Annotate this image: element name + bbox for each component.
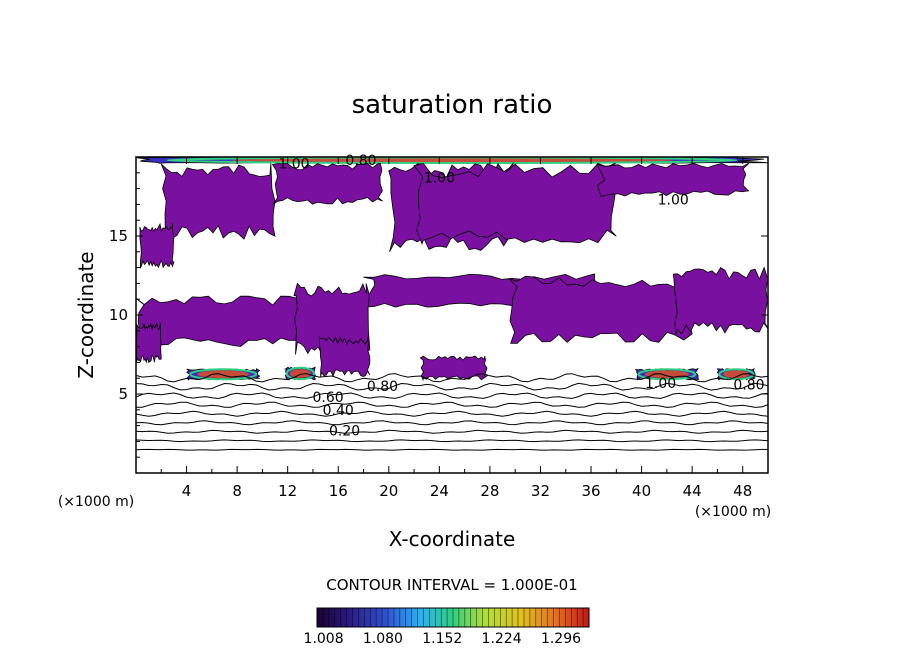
x-tick-label-6: 28	[480, 482, 499, 500]
supersaturated-region-15	[318, 336, 371, 378]
contour-label-6: 1.00	[278, 156, 309, 172]
supersaturated-region-7	[596, 162, 750, 197]
plot-area: 0.20 0.400.60 0.80 0.80 1.00 1.00 0.80 1.00 1.00	[135, 153, 769, 474]
contour-label-0: 0.20	[329, 423, 360, 439]
supersaturated-region-10	[508, 275, 693, 344]
region-core-14	[289, 369, 311, 378]
y-axis-ticks: 5 10 15	[109, 172, 768, 458]
y-axis-label: Z-coordinate	[74, 251, 98, 378]
contour-label-4: 0.80	[733, 378, 764, 394]
region-rim-17	[637, 368, 697, 381]
contour-interval-label: CONTOUR INTERVAL = 1.000E-01	[326, 576, 577, 594]
contour-line-7	[136, 382, 768, 391]
colorbar-tick-label-3: 1.224	[482, 631, 522, 647]
x-axis-ticks: 4 8 12 16 20 24 28 32 36 40 44 48	[160, 157, 752, 500]
contour-line-6	[136, 392, 768, 400]
y-tick-label-2: 15	[109, 227, 128, 245]
contour-label-5: 1.00	[645, 376, 676, 392]
contour-line-8	[136, 373, 768, 383]
supersaturated-regions	[136, 157, 768, 382]
contour-line-3	[136, 420, 768, 426]
x-tick-label-9: 40	[632, 482, 651, 500]
contour-label-2: 0.60	[313, 390, 344, 406]
contour-label-8: 1.00	[424, 171, 455, 187]
x-tick-label-1: 8	[232, 482, 242, 500]
colorbar-dividers	[322, 608, 584, 627]
contour-lines	[136, 373, 768, 451]
x-axis-label: X-coordinate	[389, 527, 516, 551]
colorbar-tick-labels: 1.008 1.080 1.152 1.224 1.296	[304, 631, 582, 647]
supersaturated-region-1	[160, 163, 276, 241]
supersaturated-region-12	[136, 322, 162, 364]
contour-label-3: 0.80	[367, 379, 398, 395]
region-core-13	[197, 370, 249, 379]
x-tick-label-5: 24	[430, 482, 449, 500]
region-core-0	[230, 158, 674, 163]
contour-labels: 0.20 0.400.60 0.80 0.80 1.00 1.00 0.80 1.00 1.00	[278, 153, 764, 439]
colorbar-tick-label-1: 1.080	[363, 631, 403, 647]
region-rim-13	[189, 368, 258, 381]
supersaturated-region-11	[672, 266, 768, 335]
region-rim-18	[718, 368, 755, 381]
supersaturated-region-6	[413, 162, 617, 246]
colorbar-tick-label-4: 1.296	[541, 631, 581, 647]
region-core-18	[723, 370, 750, 379]
supersaturated-region-9	[293, 282, 371, 355]
x-tick-label-3: 16	[329, 482, 348, 500]
x-tick-label-10: 44	[683, 482, 702, 500]
x-unit-left: (×1000 m)	[58, 494, 134, 510]
x-tick-label-8: 36	[581, 482, 600, 500]
supersaturated-region-3	[139, 222, 175, 269]
x-tick-label-11: 48	[733, 482, 752, 500]
x-tick-label-4: 20	[379, 482, 398, 500]
y-tick-label-1: 10	[109, 306, 128, 324]
supersaturated-region-2	[271, 162, 383, 205]
contour-label-7: 0.80	[345, 153, 376, 169]
colorbar-tick-label-0: 1.008	[304, 631, 344, 647]
x-tick-label-7: 32	[531, 482, 550, 500]
chart-title: saturation ratio	[352, 90, 553, 120]
x-tick-label-2: 12	[278, 482, 297, 500]
contour-line-4	[136, 410, 768, 417]
contour-line-5	[136, 401, 768, 408]
region-rim-14	[285, 366, 315, 381]
contour-line-1	[136, 439, 768, 443]
contour-line-0	[136, 448, 768, 451]
supersaturated-region-8	[136, 295, 315, 348]
contour-label-1: 0.40	[323, 403, 354, 419]
contour-label-9: 1.00	[658, 193, 689, 209]
contour-line-2	[136, 429, 768, 434]
x-tick-label-0: 4	[182, 482, 192, 500]
y-tick-label-0: 5	[118, 385, 128, 403]
colorbar: 1.008 1.080 1.152 1.224 1.296	[304, 607, 590, 647]
colorbar-tick-label-2: 1.152	[422, 631, 462, 647]
supersaturated-region-16	[419, 355, 489, 382]
x-unit-right: (×1000 m)	[695, 504, 771, 520]
